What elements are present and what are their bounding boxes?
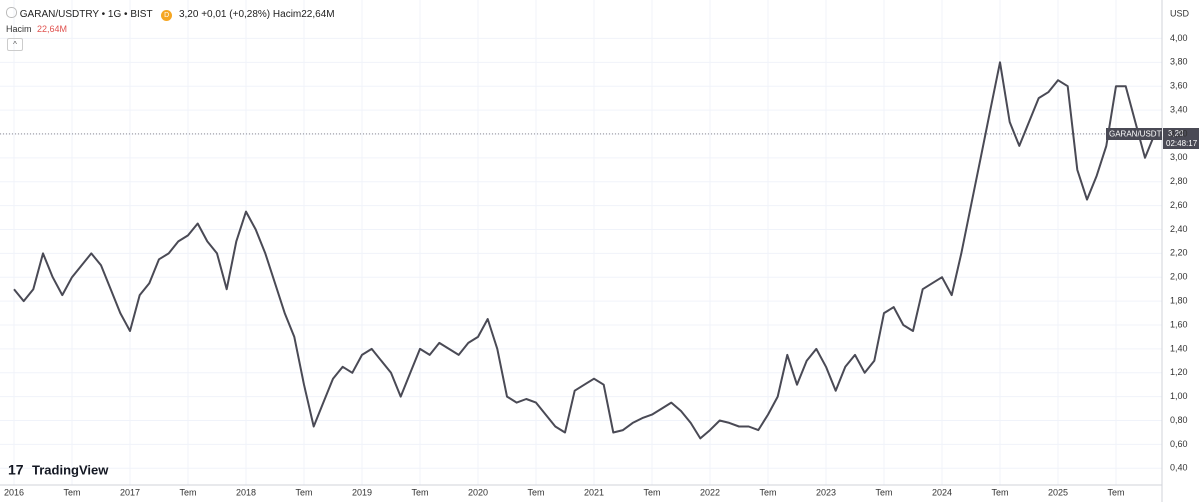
y-tick-label: 3,20	[1170, 128, 1188, 138]
legend-header: GARAN/USDTRY • 1G • BIST D 3,20 +0,01 (+…	[6, 7, 335, 21]
change: +0,01 (+0,28%)	[201, 9, 271, 20]
x-tick-label: 2019	[352, 487, 372, 497]
price: 3,20	[178, 9, 199, 20]
y-tick-label: 2,20	[1170, 248, 1188, 258]
price-tag: GARAN/USDTRY 3,20 02:48:17	[1106, 128, 1199, 149]
x-tick-label: Tem	[295, 487, 312, 497]
y-tick-label: 3,00	[1170, 152, 1188, 162]
tag-box	[1106, 128, 1162, 140]
tag-value: 3,20	[1168, 129, 1184, 138]
x-tick-label: Tem	[527, 487, 544, 497]
tag-box	[1163, 128, 1199, 149]
collapse-button[interactable]: ^	[7, 38, 23, 51]
x-tick-label: Tem	[643, 487, 660, 497]
x-tick-label: Tem	[1107, 487, 1124, 497]
x-tick-label: Tem	[759, 487, 776, 497]
y-axis-label: USD	[1170, 8, 1190, 18]
y-tick-label: 3,60	[1170, 81, 1188, 91]
y-tick-label: 0,40	[1170, 463, 1188, 473]
x-tick-label: 2020	[468, 487, 488, 497]
x-tick-label: 2025	[1048, 487, 1068, 497]
volume-legend: Hacim 22,64M	[6, 24, 67, 34]
y-tick-label: 1,60	[1170, 319, 1188, 329]
y-tick-label: 2,40	[1170, 224, 1188, 234]
y-tick-label: 3,80	[1170, 57, 1188, 67]
symbol: GARAN/USDTRY • 1G • BIST	[19, 9, 153, 20]
y-tick-label: 0,80	[1170, 415, 1188, 425]
x-tick-label: Tem	[875, 487, 892, 497]
x-tick-label: 2024	[932, 487, 952, 497]
y-tick-label: 2,60	[1170, 200, 1188, 210]
y-tick-label: 3,40	[1170, 104, 1188, 114]
grid	[0, 0, 1162, 485]
logo-mark: 17	[8, 462, 24, 478]
y-tick-label: 2,00	[1170, 272, 1188, 282]
tag-name: GARAN/USDTRY	[1109, 130, 1173, 139]
x-tick-label: 2023	[816, 487, 836, 497]
x-tick-label: Tem	[63, 487, 80, 497]
badge: D	[161, 10, 173, 21]
x-tick-label: 2021	[584, 487, 604, 497]
volume-label: Hacim	[272, 9, 302, 20]
y-tick-label: 1,80	[1170, 295, 1188, 305]
y-tick-label: 1,20	[1170, 367, 1188, 377]
x-tick-label: 2016	[4, 487, 24, 497]
logo: 17 TradingView	[8, 462, 109, 478]
y-tick-label: 4,00	[1170, 33, 1188, 43]
x-tick-label: 2017	[120, 487, 140, 497]
x-tick-label: 2022	[700, 487, 720, 497]
x-tick-label: Tem	[179, 487, 196, 497]
tag-countdown: 02:48:17	[1166, 139, 1198, 148]
symbol-icon	[6, 7, 17, 18]
logo-text: TradingView	[32, 462, 109, 477]
x-tick-label: Tem	[411, 487, 428, 497]
x-tick-label: Tem	[991, 487, 1008, 497]
volume-value: 22,64M	[301, 9, 335, 20]
price-line	[13, 61, 1156, 440]
y-tick-label: 0,60	[1170, 439, 1188, 449]
plot	[0, 61, 1162, 440]
y-tick-label: 1,40	[1170, 343, 1188, 353]
y-tick-label: 1,00	[1170, 391, 1188, 401]
volume-label: Hacim	[6, 24, 32, 34]
x-tick-label: 2018	[236, 487, 256, 497]
volume-value: 22,64M	[37, 24, 68, 34]
y-tick-label: 2,80	[1170, 176, 1188, 186]
